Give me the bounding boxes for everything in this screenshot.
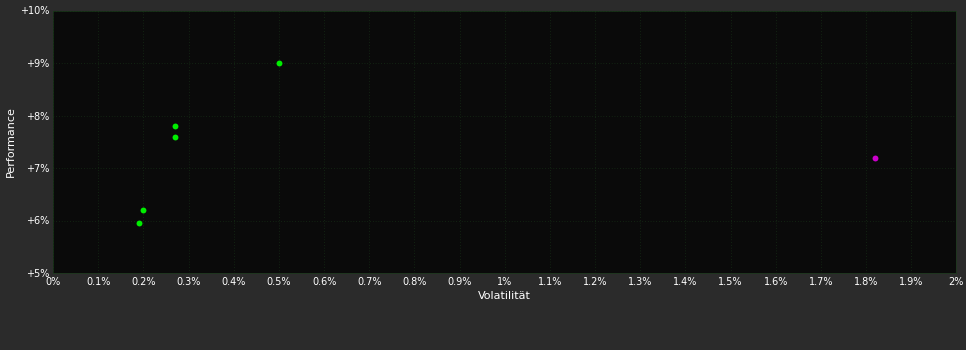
Point	[167, 123, 183, 129]
Y-axis label: Performance: Performance	[6, 106, 15, 177]
X-axis label: Volatilität: Volatilität	[478, 291, 531, 301]
Point	[131, 220, 147, 226]
Point	[135, 207, 151, 213]
Point	[867, 155, 883, 160]
Point	[271, 60, 287, 66]
Point	[167, 134, 183, 139]
